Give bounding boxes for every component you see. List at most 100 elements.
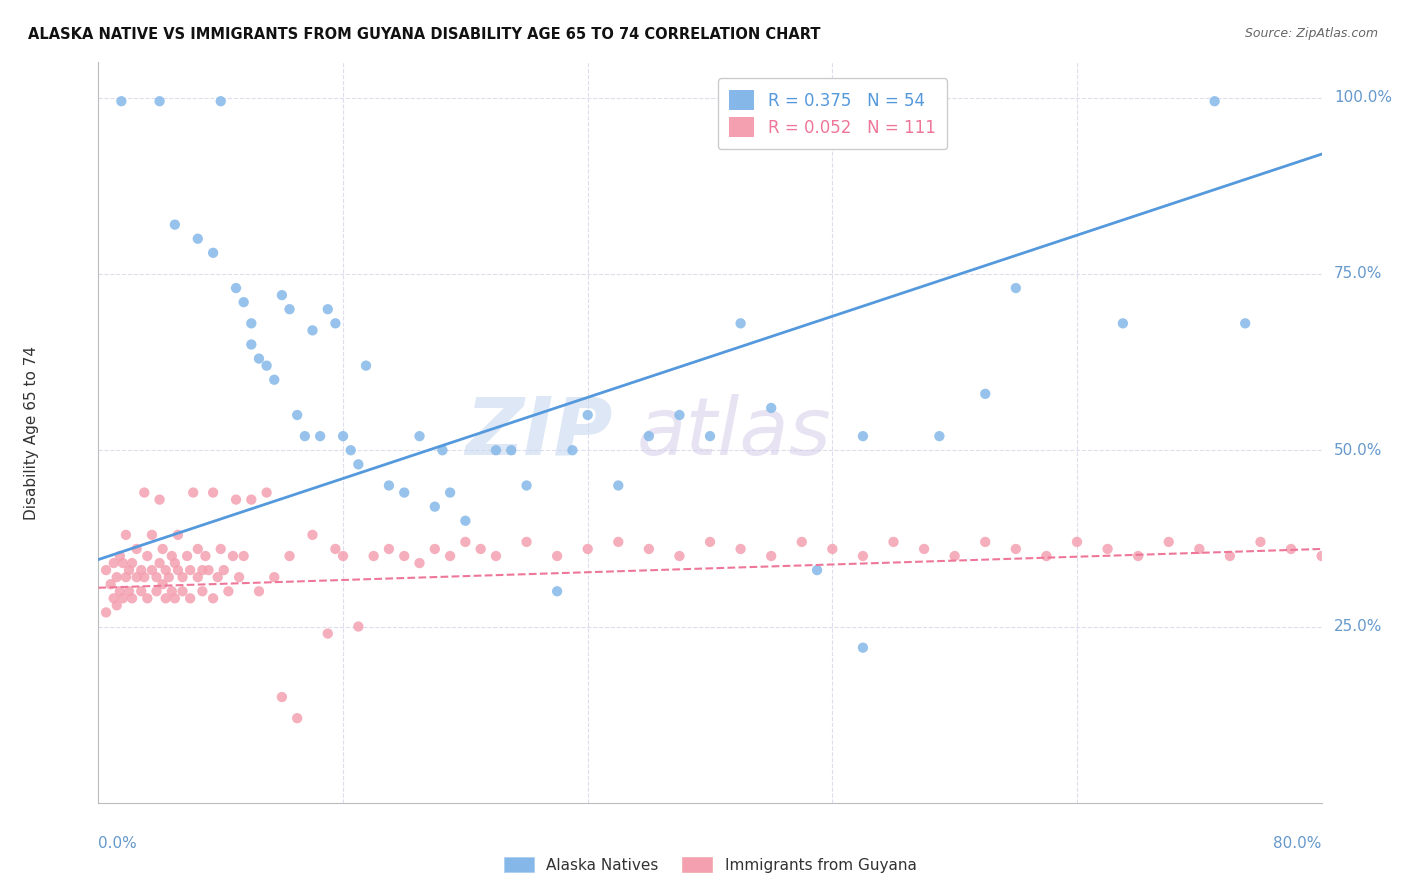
Point	[209, 541, 232, 556]
Point	[485, 549, 508, 563]
Point	[730, 541, 752, 556]
Point	[202, 591, 225, 606]
Point	[94, 563, 117, 577]
Point	[516, 535, 538, 549]
Point	[392, 485, 416, 500]
Point	[439, 485, 461, 500]
Point	[149, 492, 172, 507]
Point	[179, 563, 201, 577]
Point	[105, 599, 128, 613]
Point	[285, 711, 308, 725]
Point	[129, 584, 152, 599]
Point	[160, 549, 183, 563]
Point	[637, 541, 661, 556]
Point	[240, 492, 263, 507]
Point	[155, 563, 177, 577]
Point	[806, 563, 828, 577]
Point	[202, 245, 225, 260]
Point	[197, 563, 219, 577]
Legend: Alaska Natives, Immigrants from Guyana: Alaska Natives, Immigrants from Guyana	[496, 849, 924, 880]
Point	[363, 549, 385, 563]
Point	[121, 591, 143, 606]
Point	[172, 584, 194, 599]
Point	[167, 563, 190, 577]
Point	[454, 535, 477, 549]
Point	[207, 570, 229, 584]
Point	[821, 541, 844, 556]
Point	[347, 619, 370, 633]
Point	[1204, 94, 1226, 108]
Point	[607, 478, 630, 492]
Point	[974, 535, 997, 549]
Point	[125, 541, 148, 556]
Point	[285, 408, 308, 422]
Point	[149, 556, 172, 570]
Point	[136, 591, 159, 606]
Point	[152, 541, 174, 556]
Point	[111, 556, 134, 570]
Point	[228, 570, 250, 584]
Text: Disability Age 65 to 74: Disability Age 65 to 74	[24, 345, 38, 520]
Point	[516, 478, 538, 492]
Point	[115, 570, 138, 584]
Point	[546, 584, 568, 599]
Point	[136, 549, 159, 563]
Point	[325, 316, 347, 330]
Point	[354, 359, 377, 373]
Point	[187, 541, 209, 556]
Point	[163, 218, 186, 232]
Point	[270, 288, 292, 302]
Point	[1004, 541, 1026, 556]
Text: ZIP: ZIP	[465, 393, 612, 472]
Point	[181, 485, 204, 500]
Point	[974, 387, 997, 401]
Point	[378, 541, 401, 556]
Point	[294, 429, 316, 443]
Point	[217, 584, 239, 599]
Text: 100.0%: 100.0%	[1334, 90, 1392, 105]
Point	[1066, 535, 1088, 549]
Point	[1279, 541, 1302, 556]
Point	[408, 556, 430, 570]
Point	[202, 485, 225, 500]
Point	[222, 549, 245, 563]
Point	[110, 94, 132, 108]
Point	[263, 373, 285, 387]
Point	[103, 556, 125, 570]
Point	[852, 640, 875, 655]
Point	[339, 443, 361, 458]
Point	[134, 485, 156, 500]
Point	[309, 429, 332, 443]
Point	[256, 485, 278, 500]
Point	[1188, 541, 1211, 556]
Point	[432, 443, 454, 458]
Point	[152, 577, 174, 591]
Point	[145, 584, 167, 599]
Point	[176, 549, 198, 563]
Point	[378, 478, 401, 492]
Point	[225, 281, 247, 295]
Point	[121, 556, 143, 570]
Point	[191, 563, 214, 577]
Point	[256, 359, 278, 373]
Point	[730, 316, 752, 330]
Point	[134, 570, 156, 584]
Point	[103, 591, 125, 606]
Point	[105, 570, 128, 584]
Point	[115, 528, 138, 542]
Point	[408, 429, 430, 443]
Text: 50.0%: 50.0%	[1334, 442, 1382, 458]
Point	[423, 500, 446, 514]
Point	[278, 549, 301, 563]
Point	[561, 443, 583, 458]
Point	[270, 690, 292, 704]
Point	[118, 563, 141, 577]
Point	[187, 570, 209, 584]
Point	[209, 94, 232, 108]
Point	[943, 549, 966, 563]
Point	[1128, 549, 1150, 563]
Point	[155, 591, 177, 606]
Point	[852, 549, 875, 563]
Point	[912, 541, 935, 556]
Point	[1310, 549, 1333, 563]
